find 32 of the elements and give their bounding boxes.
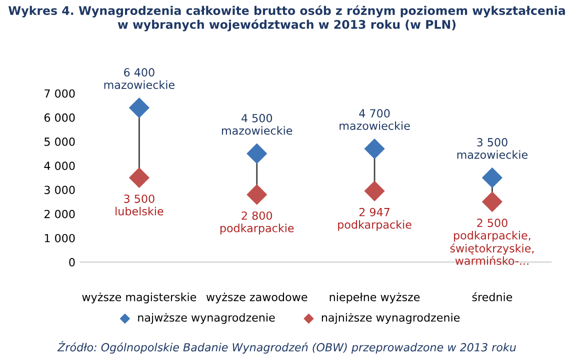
y-tick-label: 0 [69,258,75,266]
y-tick-label: 4 000 [44,162,75,170]
x-tick-label: niepełne wyższe [330,292,420,304]
data-label: 4 700 mazowieckie [340,109,410,130]
data-label: 2 947 podkarpackie [338,208,412,231]
y-tick-label: 5 000 [44,138,75,146]
y-tick-label: 3 000 [44,186,75,194]
point [482,192,503,212]
text: Źródło: Ogólnopolskie Badanie Wynagrodzeń (OBW) przeprowadzone w 2013 roku [57,341,516,354]
y-tick-label: 7 000 [44,89,75,98]
point [128,98,150,118]
legend-label: najniższe wynagrodzenie [322,313,460,324]
point [246,143,268,164]
y-tick-label: 1 000 [44,234,75,242]
point [246,184,268,205]
data-label: 4 500 mazowieckie [222,114,292,135]
x-tick-label: średnie [472,292,512,302]
y-tick-label: 2 000 [44,210,75,218]
data-label: 3 500 lubelskie [116,194,164,216]
data-label: 2 500 podkarpackie, świętokrzyskie, warmińsko-... [450,218,534,265]
x-tick-label: wyższe zawodowe [206,292,308,304]
point [482,167,503,188]
legend-label: najwższe wynagrodzenie [138,313,275,324]
y-tick-label: 6 000 [44,113,75,122]
data-label: 6 400 mazowieckie [104,68,174,89]
data-label: 3 500 mazowieckie [457,138,528,159]
point [364,138,385,160]
point [128,167,150,188]
x-tick-label: wyższe magisterskie [82,292,196,304]
point [364,180,385,202]
data-label: 2 800 podkarpackie [220,211,294,234]
chart-title: Wykres 4. Wynagrodzenia całkowite brutto osób z różnym poziomem wykształcenia w wybranych województwach w 2013 roku (w PLN) [8,5,565,32]
